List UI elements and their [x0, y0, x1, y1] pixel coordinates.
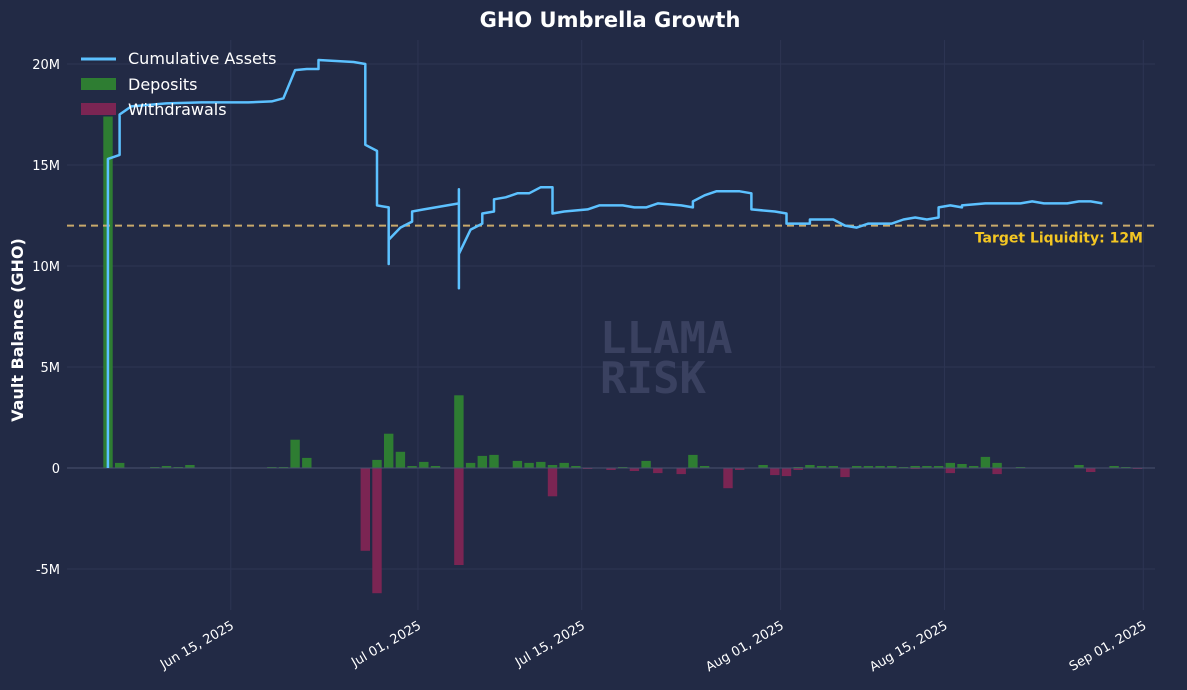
- series-line-cumulative-assets: [106, 58, 1103, 468]
- deposit-bar: [969, 466, 979, 468]
- deposit-bar: [828, 466, 838, 468]
- deposit-bar: [571, 466, 581, 468]
- deposit-bar: [688, 454, 698, 468]
- withdrawal-bar: [676, 468, 686, 475]
- y-tick-label: 0: [52, 462, 60, 477]
- watermark: LLAMA RISK: [600, 313, 732, 404]
- withdrawal-bar: [454, 468, 464, 565]
- y-tick-label: 20M: [32, 58, 60, 73]
- y-tick-label: -5M: [36, 563, 60, 578]
- withdrawal-bar: [793, 468, 803, 470]
- deposit-bar: [454, 395, 464, 468]
- deposit-bar: [372, 459, 382, 468]
- chart-title: GHO Umbrella Growth: [480, 8, 741, 32]
- deposit-bar: [852, 466, 862, 468]
- deposit-bar: [805, 465, 815, 468]
- y-axis-label: Vault Balance (GHO): [8, 238, 27, 422]
- withdrawal-bar: [372, 468, 382, 594]
- target-liquidity-label: Target Liquidity: 12M: [975, 231, 1143, 247]
- withdrawal-bar: [735, 468, 745, 470]
- deposit-bar: [419, 461, 429, 468]
- deposit-bar: [547, 465, 558, 468]
- deposit-bar: [1074, 465, 1084, 468]
- withdrawal-bar: [781, 468, 792, 477]
- watermark-line-2: RISK: [600, 353, 706, 404]
- withdrawal-bar: [945, 468, 955, 474]
- withdrawal-bar: [653, 468, 663, 474]
- deposit-bar: [699, 466, 710, 468]
- withdrawal-bar: [992, 468, 1002, 475]
- deposit-bar: [161, 466, 172, 468]
- withdrawal-bar: [1086, 468, 1096, 472]
- deposit-bar: [758, 465, 768, 468]
- legend-swatch-withdrawals: [81, 103, 116, 115]
- deposit-bar: [957, 464, 967, 468]
- deposit-bar: [816, 466, 827, 468]
- deposit-bar: [524, 462, 534, 468]
- y-tick-label: 15M: [32, 159, 60, 174]
- deposit-bar: [559, 462, 569, 468]
- legend-label-withdrawals: Withdrawals: [128, 100, 227, 119]
- deposit-bar: [536, 461, 546, 468]
- deposit-bar: [922, 466, 932, 468]
- deposit-bar: [477, 455, 487, 468]
- withdrawal-bar: [723, 468, 733, 489]
- deposit-bar: [465, 462, 476, 468]
- deposit-bar: [1109, 466, 1119, 468]
- deposit-bar: [302, 457, 312, 468]
- deposit-bar: [395, 451, 406, 468]
- legend-label-cumulative-assets: Cumulative Assets: [128, 49, 276, 68]
- deposit-bar: [945, 462, 955, 468]
- withdrawal-bar: [547, 468, 558, 497]
- deposit-bar: [290, 439, 300, 468]
- deposit-bar: [115, 462, 125, 468]
- legend-label-deposits: Deposits: [128, 75, 198, 94]
- deposit-bar: [887, 466, 897, 468]
- legend-swatch-deposits: [81, 78, 116, 90]
- y-tick-label: 10M: [32, 260, 60, 275]
- watermark-line-1: LLAMA: [600, 313, 732, 364]
- y-tick-label: 5M: [41, 361, 61, 376]
- deposit-bar: [863, 466, 874, 468]
- deposit-bar: [933, 466, 944, 468]
- withdrawal-bar: [770, 468, 780, 476]
- withdrawal-bar: [606, 468, 616, 470]
- deposit-bar: [641, 460, 651, 468]
- deposit-bar: [489, 454, 499, 468]
- deposit-bar: [384, 433, 394, 468]
- deposit-bar: [185, 465, 195, 468]
- deposit-bar: [875, 466, 885, 468]
- deposit-bar: [407, 466, 417, 468]
- withdrawal-bar: [840, 468, 850, 478]
- deposit-bar: [992, 462, 1002, 468]
- withdrawal-bar: [629, 468, 640, 471]
- withdrawal-bar: [360, 468, 370, 551]
- legend: Cumulative Assets Deposits Withdrawals: [81, 49, 276, 119]
- deposit-bar: [512, 460, 523, 468]
- y-axis-ticks: -5M 0 5M 10M 15M 20M: [32, 58, 60, 578]
- deposit-bar: [910, 466, 920, 468]
- deposit-bar: [980, 456, 991, 468]
- deposit-bar: [430, 466, 441, 468]
